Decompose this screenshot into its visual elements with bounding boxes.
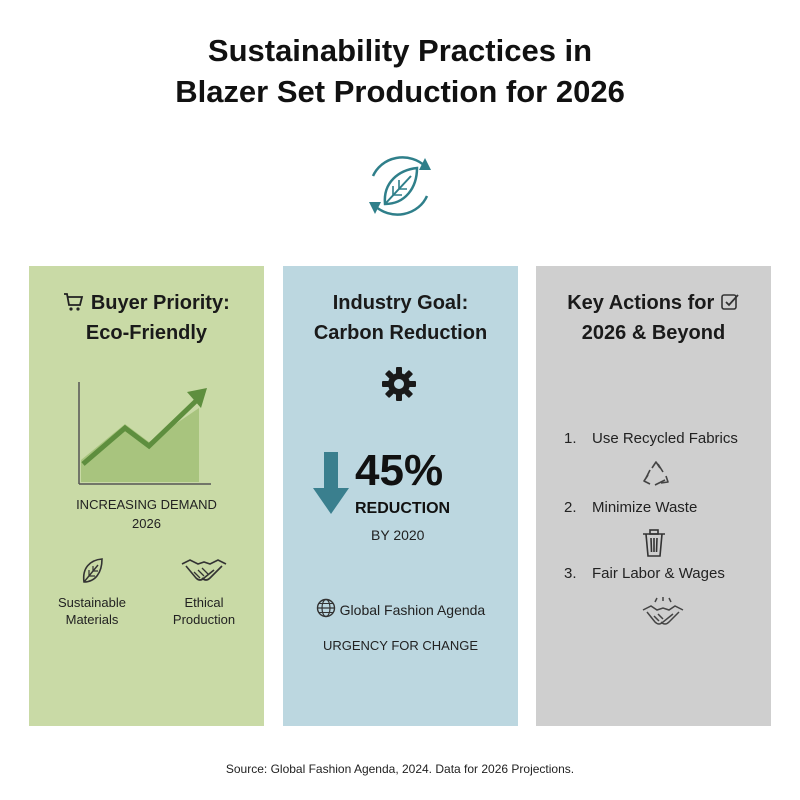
demand-label-line-2: 2026 (132, 516, 161, 531)
action-3-label: Fair Labor & Wages (592, 565, 725, 582)
globe-icon (316, 598, 335, 618)
actions-title-line-2: 2026 & Beyond (581, 322, 726, 344)
action-item-1: 1. Use Recycled Fabrics (564, 430, 738, 447)
urgency-label: URGENCY FOR CHANGE (322, 638, 479, 653)
leaf-icon (82, 558, 103, 583)
reduction-year: BY 2020 (371, 527, 425, 543)
global-fashion-agenda: Global Fashion Agenda (283, 598, 518, 618)
industry-goal-title: Industry Goal: Carbon Reduction (283, 288, 518, 348)
page-title: Sustainability Practices in Blazer Set P… (0, 30, 800, 112)
action-item-2: 2. Minimize Waste (564, 499, 697, 516)
shopping-cart-icon (64, 293, 84, 311)
demand-label: INCREASING DEMAND 2026 (29, 495, 264, 533)
industry-title-line-1: Industry Goal: (332, 292, 469, 314)
industry-title-line-2: Carbon Reduction (313, 322, 488, 344)
industry-goal-panel: Industry Goal: Carbon Reduction 45% REDU… (283, 266, 518, 726)
reduction-percent: 45% (355, 446, 444, 495)
feature-2-line-2: Production (172, 612, 236, 627)
handshake-icon (181, 559, 227, 581)
action-2-label: Minimize Waste (592, 499, 698, 516)
gear-icon (382, 367, 416, 401)
action-2-number: 2. (564, 499, 577, 516)
actions-title-line-1: Key Actions for (567, 292, 715, 314)
key-actions-panel: Key Actions for 2026 & Beyond 1. Use Recy… (536, 266, 771, 726)
action-3-number: 3. (564, 565, 577, 582)
action-1-label: Use Recycled Fabrics (592, 430, 738, 447)
handshake-icon (642, 597, 684, 625)
arrow-down-icon (313, 452, 349, 514)
buyer-priority-panel: Buyer Priority: Eco-Friendly INCREASING … (29, 266, 264, 726)
action-1-number: 1. (564, 430, 577, 447)
sustainable-materials-feature: Sustainable Materials (37, 556, 147, 628)
action-item-3: 3. Fair Labor & Wages (564, 565, 725, 582)
feature-2-line-1: Ethical (184, 595, 224, 610)
demand-label-line-1: INCREASING DEMAND (76, 497, 217, 512)
recycle-leaf-icon (369, 156, 431, 216)
trash-icon (643, 529, 665, 557)
agenda-label: Global Fashion Agenda (339, 602, 486, 618)
title-line-2: Blazer Set Production for 2026 (175, 74, 625, 109)
feature-1-line-2: Materials (65, 612, 119, 627)
checkbox-icon (721, 294, 739, 310)
source-note: Source: Global Fashion Agenda, 2024. Dat… (225, 762, 575, 776)
increasing-demand-chart (78, 382, 211, 485)
ethical-production-feature: Ethical Production (149, 556, 259, 628)
recycle-icon (643, 461, 669, 486)
feature-1-line-1: Sustainable (58, 595, 126, 610)
buyer-title-line-2: Eco-Friendly (85, 322, 208, 344)
title-line-1: Sustainability Practices in (207, 33, 593, 68)
key-actions-title: Key Actions for 2026 & Beyond (536, 288, 771, 348)
buyer-priority-title: Buyer Priority: Eco-Friendly (29, 288, 264, 348)
buyer-title-line-1: Buyer Priority: (90, 292, 230, 314)
reduction-label: REDUCTION (355, 500, 451, 517)
